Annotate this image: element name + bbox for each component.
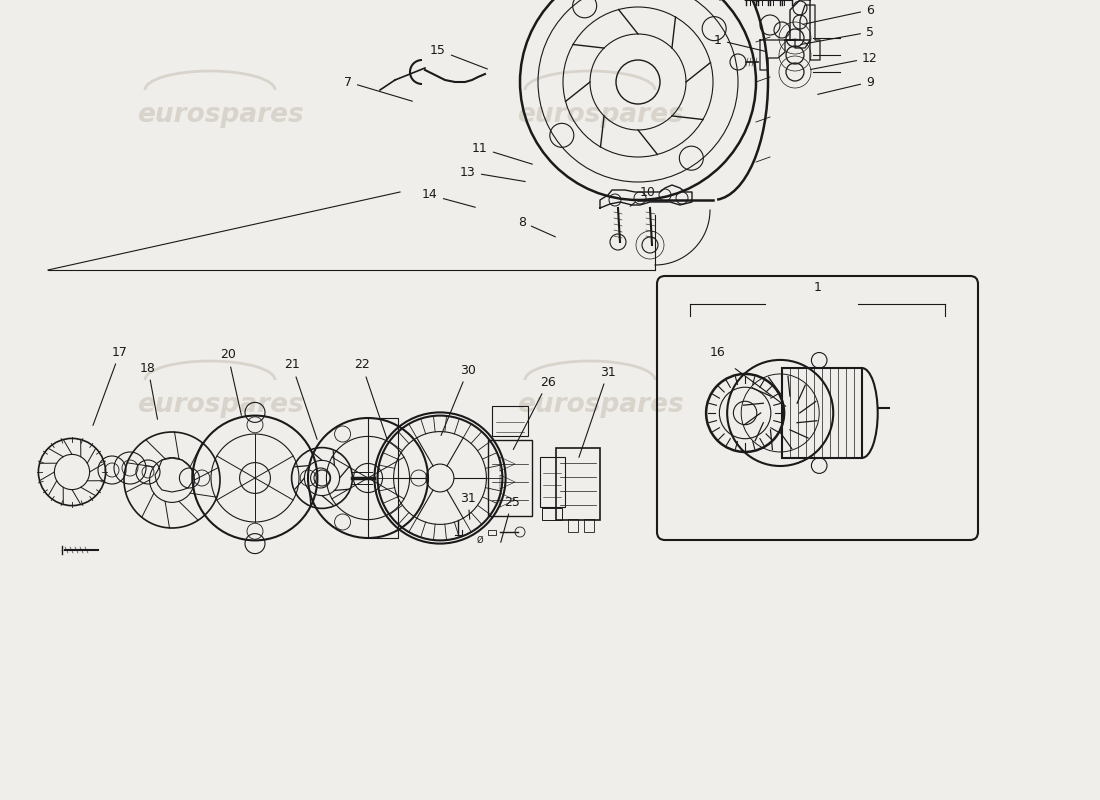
Bar [492,406,528,436]
Text: 30: 30 [441,363,476,435]
Text: 8: 8 [518,215,556,237]
Text: 16: 16 [711,346,726,358]
Text: 18: 18 [140,362,157,419]
Text: eurospares: eurospares [136,392,304,418]
Text: 6: 6 [803,3,873,25]
Text: 31: 31 [579,366,616,458]
Bar [488,440,532,516]
Bar [542,508,562,520]
Text: 25: 25 [500,495,520,542]
Text: 31: 31 [460,491,476,519]
Text: 11: 11 [472,142,532,164]
Bar [368,418,398,538]
Text: eurospares: eurospares [517,102,683,128]
Text: 15: 15 [430,43,487,69]
Text: eurospares: eurospares [136,102,304,128]
Bar [782,368,862,458]
Text: 12: 12 [811,51,878,70]
Text: 14: 14 [422,189,475,207]
Text: 26: 26 [514,375,556,450]
Text: 7: 7 [344,75,412,102]
Bar [540,457,565,507]
Text: 9: 9 [817,75,873,94]
Text: 1: 1 [714,34,766,51]
Bar [488,530,496,535]
Text: Ø: Ø [476,535,483,545]
Bar [568,519,578,532]
Bar [584,519,594,532]
Text: 21: 21 [284,358,317,439]
Text: 1: 1 [814,281,822,294]
Text: 5: 5 [801,26,874,45]
Text: eurospares: eurospares [517,392,683,418]
Bar [556,448,600,520]
Text: 17: 17 [94,346,128,426]
Text: 10: 10 [630,186,656,206]
Text: 20: 20 [220,349,241,415]
Text: 13: 13 [460,166,526,182]
Text: 22: 22 [354,358,387,439]
